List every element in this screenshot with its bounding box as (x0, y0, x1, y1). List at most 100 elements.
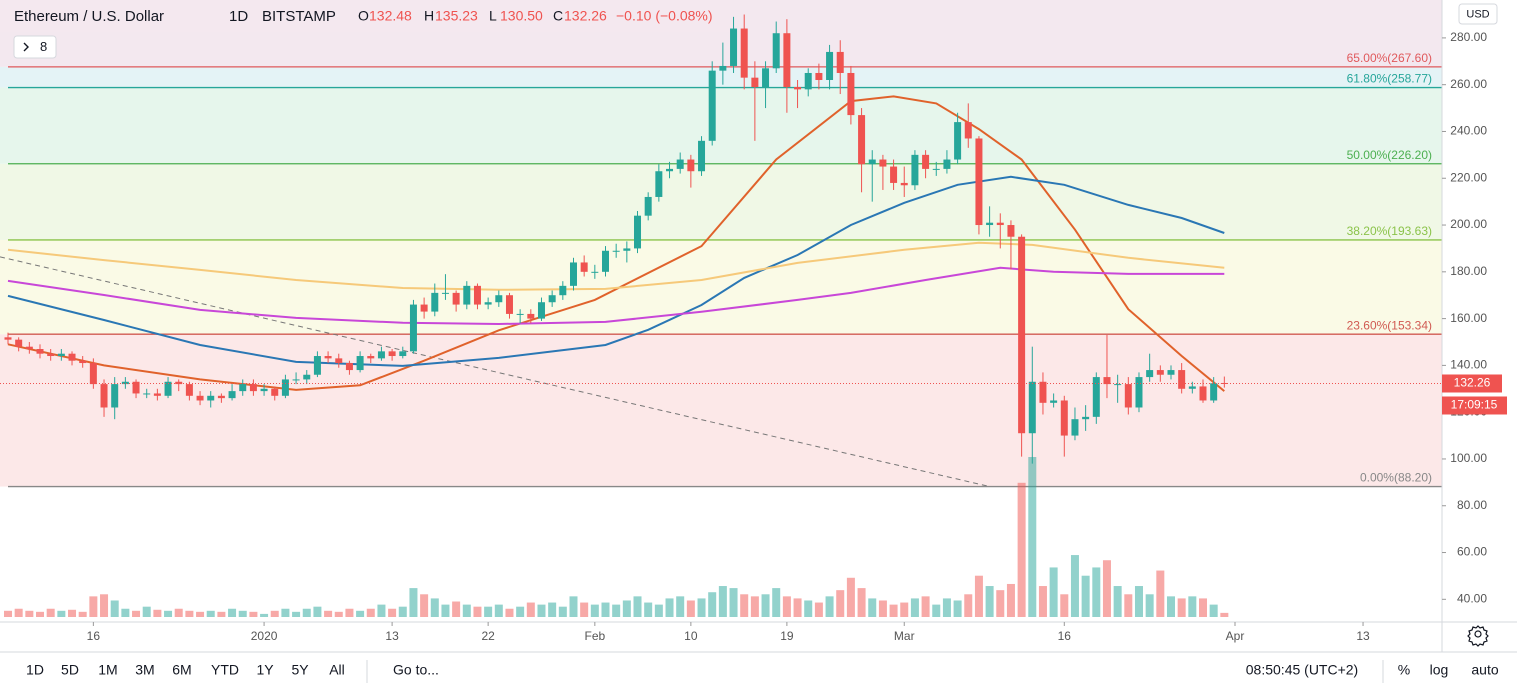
candle-body (858, 115, 866, 165)
candle-body (185, 384, 193, 396)
header: Ethereum / U.S. Dollar 1D BITSTAMP 8 O 13… (0, 0, 730, 59)
scale-option[interactable]: % (1398, 662, 1410, 678)
indicator-count[interactable]: 8 (40, 39, 47, 54)
candle-body (452, 292, 460, 305)
range-button[interactable]: 3M (135, 662, 154, 678)
candle-body (4, 337, 12, 340)
volume-bar (878, 600, 887, 617)
volume-bar (238, 610, 247, 617)
fib-band (0, 334, 1442, 487)
header-bg (0, 0, 730, 32)
volume-bar (377, 604, 386, 617)
range-button[interactable]: All (329, 662, 345, 678)
candle-body (1050, 400, 1058, 403)
volume-bar (1113, 586, 1122, 617)
fib-label: 61.80%(258.77) (1347, 72, 1432, 86)
volume-bar (580, 602, 589, 617)
range-button[interactable]: 1D (26, 662, 44, 678)
moving-average (7, 95, 1225, 392)
candle-body (345, 363, 353, 371)
scale-option[interactable]: log (1430, 662, 1449, 678)
range-button[interactable]: YTD (211, 662, 239, 678)
volume-bar (78, 611, 87, 617)
volume-bar (1081, 575, 1090, 617)
range-button[interactable]: 6M (172, 662, 191, 678)
currency[interactable]: USD (1466, 8, 1489, 20)
volume-bar (505, 608, 514, 617)
candle-body (260, 388, 268, 392)
candle-body (89, 363, 97, 385)
settings-icon[interactable] (1467, 625, 1489, 647)
candle-body (676, 159, 684, 169)
x-tick-label: 22 (481, 629, 495, 643)
candle-body (1018, 236, 1026, 434)
candle-body (111, 384, 119, 408)
candle-body (591, 271, 599, 273)
candle-body (794, 87, 802, 90)
x-tick-label: 16 (1058, 629, 1072, 643)
candle-body (537, 302, 545, 319)
candle-body (121, 381, 129, 385)
candle-body (367, 356, 375, 359)
plot (0, 14, 1442, 617)
volume-bar (974, 575, 983, 617)
fib-label: 65.00%(267.60) (1347, 51, 1432, 65)
volume-bar (121, 608, 130, 617)
candle-body (559, 285, 567, 296)
range-button[interactable]: 5D (61, 662, 79, 678)
moving-average (7, 266, 1225, 326)
x-tick-label: Mar (894, 629, 915, 643)
goto-button[interactable]: Go to... (393, 662, 439, 678)
volume-bar (697, 598, 706, 617)
indicator-toggle[interactable] (13, 35, 57, 59)
candle-body (47, 353, 55, 357)
volume-bar (1156, 570, 1165, 617)
range-button[interactable]: 1Y (256, 662, 274, 678)
volume-bar (206, 610, 215, 617)
volume-bar (750, 596, 759, 617)
candle-body (505, 295, 513, 314)
y-tick-label: 60.00 (1457, 545, 1487, 559)
volume-bar (548, 602, 557, 617)
volume-bar (964, 594, 973, 617)
countdown: 17:09:15 (1451, 398, 1498, 412)
volume-bar (484, 606, 493, 617)
volume-bar (57, 610, 66, 617)
ohlc-key: L (489, 8, 497, 24)
candle-body (303, 374, 311, 380)
volume-bar (740, 594, 749, 617)
volume-bar (420, 594, 429, 617)
interval[interactable]: 1D (229, 8, 248, 25)
volume-bar (142, 606, 151, 617)
scale-option[interactable]: auto (1471, 662, 1498, 678)
range-button[interactable]: 1M (98, 662, 117, 678)
volume-bar (494, 604, 503, 617)
candle-body (1071, 419, 1079, 436)
candle-body (954, 122, 962, 160)
candle-body (271, 388, 279, 396)
volume-bar (302, 608, 311, 617)
volume-bar (825, 596, 834, 617)
volume-bar (430, 598, 439, 617)
volume-bar (174, 608, 183, 617)
y-tick-label: 140.00 (1450, 358, 1487, 372)
range-button[interactable]: 5Y (291, 662, 309, 678)
candle-body (580, 262, 588, 272)
volume-bar (388, 608, 397, 617)
currency-box[interactable] (1458, 3, 1498, 25)
candle-body (1060, 400, 1068, 436)
volume-bar (1220, 612, 1229, 617)
volume-bar (761, 594, 770, 617)
candle-body (527, 313, 535, 319)
x-tick-label: 16 (87, 629, 101, 643)
y-tick-label: 100.00 (1450, 451, 1487, 465)
volume-bar (398, 606, 407, 617)
countdown-box (1442, 396, 1507, 415)
volume-bar (516, 606, 525, 617)
volume-bar (729, 588, 738, 617)
volume-bar (793, 598, 802, 617)
volume-bar (292, 611, 301, 617)
volume-bar (1166, 596, 1175, 617)
settings-icon-center (1474, 630, 1482, 638)
